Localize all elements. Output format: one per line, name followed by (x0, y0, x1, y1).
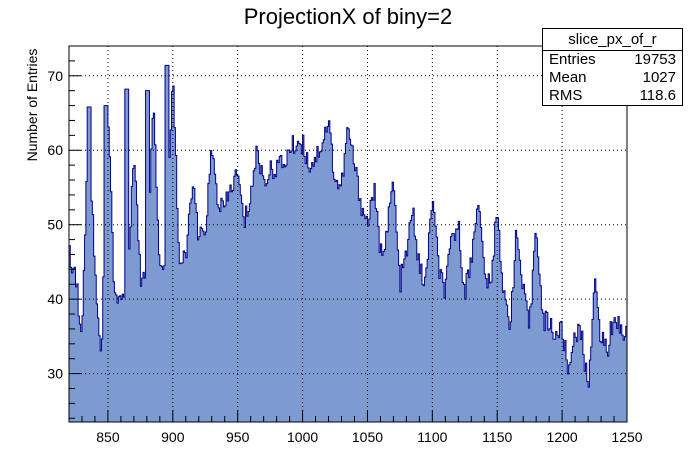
stats-rms-value: 118.6 (639, 87, 676, 104)
stats-row-rms: RMS 118.6 (543, 87, 682, 105)
histogram-outline (68, 64, 627, 422)
x-tick-label: 1200 (547, 429, 578, 445)
x-tick-label: 1250 (611, 429, 642, 445)
plot-frame (68, 45, 628, 423)
histogram-fill (69, 65, 627, 423)
x-tick-label: 850 (96, 429, 120, 445)
stats-name: slice_px_of_r (543, 29, 682, 51)
x-tick-label: 1000 (287, 429, 318, 445)
y-tick-label: 40 (47, 291, 63, 307)
y-tick-label: 60 (47, 142, 63, 158)
stats-row-entries: Entries 19753 (543, 51, 682, 69)
stats-mean-value: 1027 (642, 69, 676, 86)
y-tick-label: 30 (47, 366, 63, 382)
x-tick-label: 1050 (352, 429, 383, 445)
stats-mean-label: Mean (549, 69, 587, 86)
stats-row-mean: Mean 1027 (543, 69, 682, 87)
chart-title: ProjectionX of biny=2 (243, 4, 453, 29)
stats-entries-label: Entries (549, 51, 596, 68)
stats-entries-value: 19753 (634, 51, 676, 68)
x-tick-label: 1100 (417, 429, 447, 445)
x-tick-label: 900 (161, 429, 185, 445)
x-tick-label: 950 (226, 429, 250, 445)
y-axis-label: Number of Entries (24, 48, 40, 162)
y-tick-label: 50 (47, 217, 63, 233)
y-tick-label: 70 (47, 68, 63, 84)
stats-box: slice_px_of_r Entries 19753 Mean 1027 RM… (542, 28, 683, 106)
stats-rms-label: RMS (549, 87, 583, 104)
x-tick-label: 1150 (482, 429, 512, 445)
